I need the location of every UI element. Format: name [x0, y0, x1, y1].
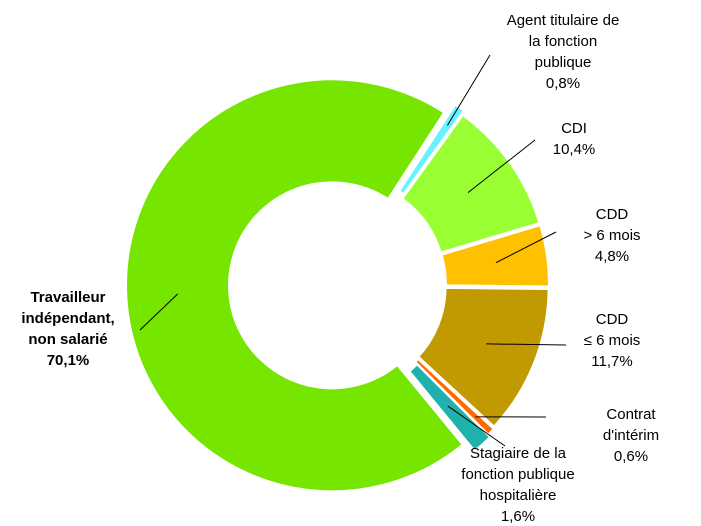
category-label: Stagiaire de la fonction publique hospit… — [461, 445, 575, 504]
leader-line — [447, 405, 506, 447]
data-label: CDD ≤ 6 mois 11,7% — [584, 309, 641, 372]
value-label: 0,8% — [545, 75, 581, 92]
data-label: CDD > 6 mois 4,8% — [583, 204, 640, 267]
category-label: CDD > 6 mois — [583, 206, 641, 244]
category-label: CDD ≤ 6 mois — [583, 311, 641, 349]
value-label: 0,6% — [613, 448, 649, 465]
leader-line — [486, 343, 567, 346]
data-label: Stagiaire de la fonction publique hospit… — [461, 443, 574, 526]
value-label: 10,4% — [552, 141, 596, 158]
leader-line — [495, 231, 557, 264]
leader-line — [467, 139, 536, 193]
category-label: Agent titulaire de la fonction publique — [506, 12, 620, 71]
data-label: Travailleur indépendant, non salarié 70,1… — [21, 287, 114, 371]
value-label: 1,6% — [500, 508, 536, 525]
leader-line — [447, 54, 491, 126]
donut-segment — [401, 113, 541, 254]
donut-segment — [440, 223, 550, 288]
value-label: 11,7% — [591, 353, 633, 370]
value-label: 4,8% — [594, 248, 630, 265]
category-label: Travailleur indépendant, non salarié — [21, 289, 115, 348]
leader-line — [139, 293, 179, 331]
donut-segment — [413, 357, 496, 436]
donut-segment — [125, 78, 465, 493]
data-label: CDI 10,4% — [553, 118, 596, 160]
value-label: 70,1% — [46, 352, 90, 369]
donut-segment — [416, 286, 550, 429]
category-label: Contrat d'intérim — [602, 406, 660, 444]
data-label: Agent titulaire de la fonction publique 0… — [507, 10, 620, 94]
data-label: Contrat d'intérim 0,6% — [596, 404, 666, 467]
category-label: CDI — [561, 120, 587, 137]
